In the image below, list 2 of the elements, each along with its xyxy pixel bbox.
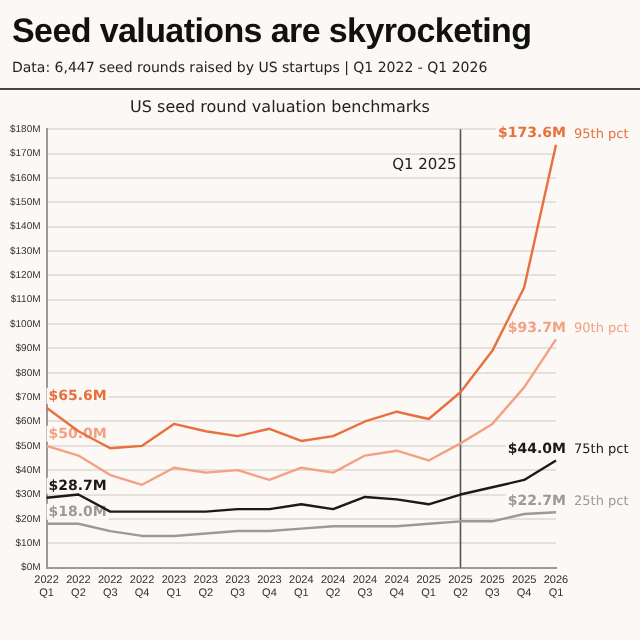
chart-title: Seed valuations are skyrocketing [12, 12, 534, 52]
text: US seed round valuation benchmarks [130, 97, 430, 116]
